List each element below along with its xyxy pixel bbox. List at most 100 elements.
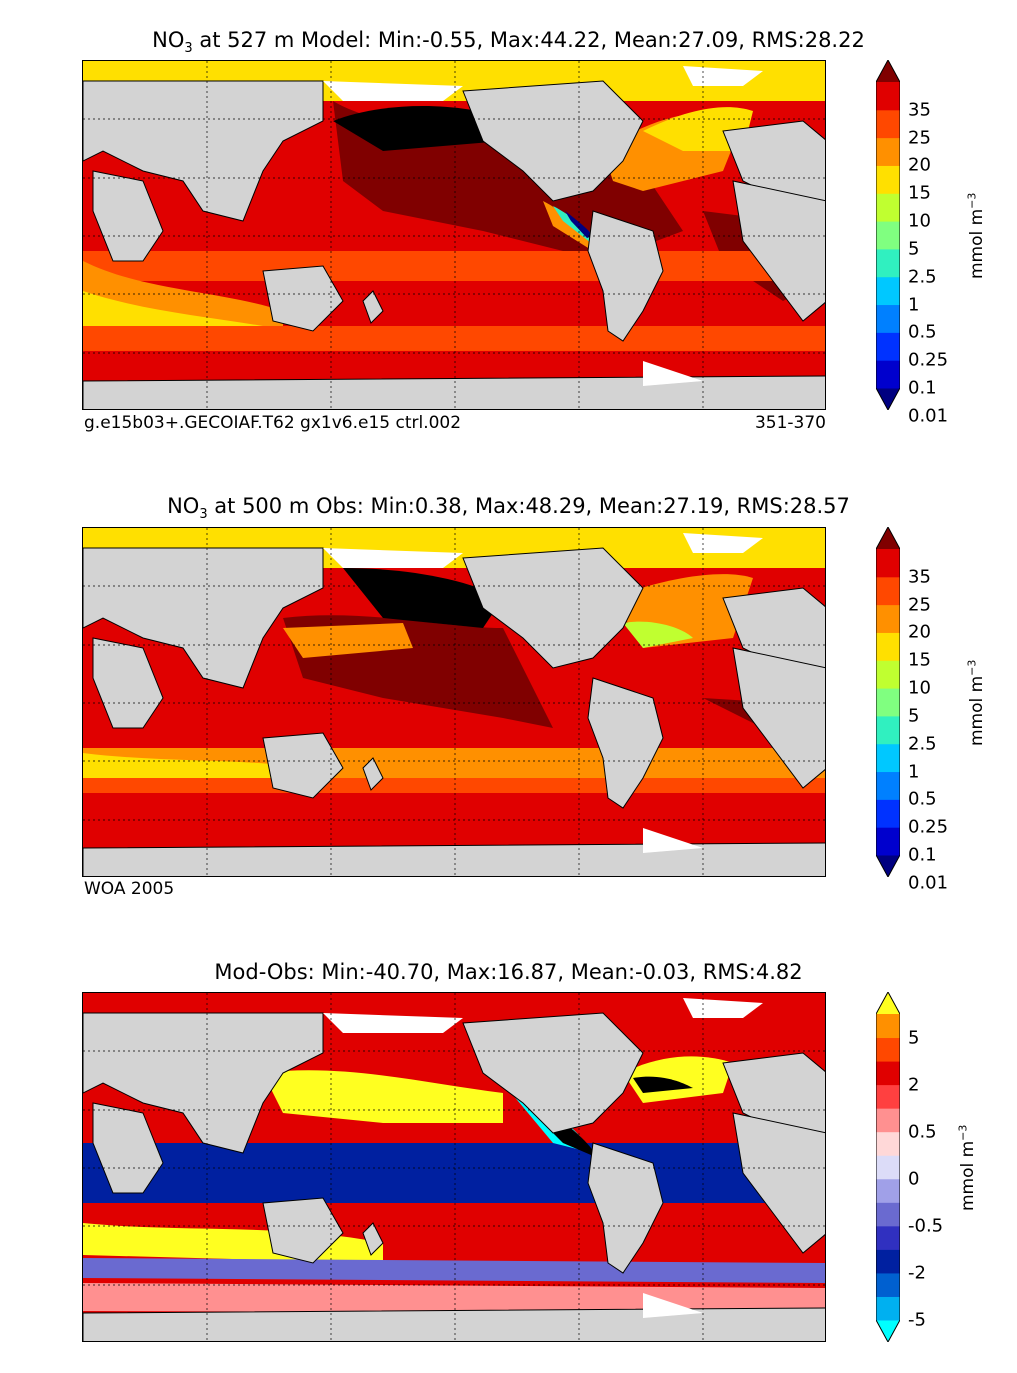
- colorbar-tick-label: 35: [908, 99, 931, 121]
- colorbar-min-extend: [876, 388, 900, 410]
- map-canvas: [83, 528, 825, 876]
- colorbar-segment: [876, 1131, 900, 1156]
- colorbar-tick-label: 0.25: [908, 349, 949, 371]
- colorbar-tick-label: 15: [908, 649, 931, 671]
- colorbar-segment: [876, 827, 900, 856]
- colorbar-segment: [876, 221, 900, 250]
- colorbar-tick-label: 20: [908, 621, 931, 643]
- panel-title: NO3 at 500 m Obs: Min:0.38, Max:48.29, M…: [167, 494, 850, 523]
- grid-lines: [83, 61, 825, 409]
- colorbar-tick-label: 2.5: [908, 733, 937, 755]
- map-canvas: [83, 993, 825, 1341]
- colorbar-segment: [876, 276, 900, 306]
- source-caption: WOA 2005: [84, 879, 175, 899]
- colorbar-tick-label: 0.25: [908, 816, 949, 838]
- colorbar-tick-label: -0.5: [908, 1215, 944, 1237]
- colorbar-tick-label: -5: [908, 1309, 926, 1331]
- colorbar-tick-label: 10: [908, 210, 931, 232]
- colorbar: [876, 527, 900, 877]
- colorbar-segment: [876, 1037, 900, 1062]
- eurasia: [83, 80, 324, 222]
- colorbar-tick-label: -2: [908, 1262, 926, 1284]
- colorbar-segment: [876, 304, 900, 333]
- colorbar-tick-label: 5: [908, 705, 920, 727]
- colorbar-segment: [876, 1272, 900, 1297]
- europe: [722, 120, 825, 212]
- map-model: [82, 60, 826, 410]
- colorbar-segment: [876, 360, 900, 389]
- pacific-max: [333, 106, 513, 151]
- colorbar-segment: [876, 1014, 900, 1039]
- colorbar-segment: [876, 109, 900, 139]
- colorbar-segment: [876, 771, 900, 800]
- unit-label: mmol m−3: [956, 1124, 979, 1212]
- colorbar-tick-label: 0.01: [908, 872, 949, 894]
- colorbar-tick-label: 25: [908, 594, 931, 616]
- colorbar-segment: [876, 1061, 900, 1086]
- colorbar-segment: [876, 715, 900, 745]
- map-difference: [82, 992, 826, 1342]
- colorbar-segment: [876, 1225, 900, 1250]
- australia: [262, 265, 344, 332]
- africa: [732, 180, 825, 322]
- colorbar-segment: [876, 1178, 900, 1203]
- colorbar-min-extend: [876, 1320, 900, 1342]
- colorbar-tick-label: 10: [908, 677, 931, 699]
- colorbar-segment: [876, 632, 900, 661]
- antarctica: [83, 375, 825, 409]
- unit-label: mmol m−3: [965, 192, 988, 280]
- colorbar-segment: [876, 137, 900, 166]
- colorbar-segment: [876, 660, 900, 689]
- colorbar-tick-label: 0.01: [908, 405, 949, 427]
- colorbar-tick-label: 0: [908, 1168, 920, 1190]
- colorbar-segment: [876, 1155, 900, 1180]
- colorbar-tick-label: 35: [908, 566, 931, 588]
- colorbar-tick-label: 2.5: [908, 266, 937, 288]
- colorbar-segment: [876, 1202, 900, 1227]
- colorbar-tick-label: 2: [908, 1074, 920, 1096]
- colorbar-tick-label: 0.5: [908, 1121, 937, 1143]
- colorbar-tick-label: 1: [908, 294, 920, 316]
- colorbar-tick-label: 1: [908, 761, 920, 783]
- colorbar-segment: [876, 193, 900, 222]
- map-obs: [82, 527, 826, 877]
- colorbar-segment: [876, 1249, 900, 1274]
- africa-west: [92, 170, 164, 262]
- colorbar-segment: [876, 549, 900, 578]
- colorbar-tick-label: 0.1: [908, 377, 937, 399]
- land-masses: [83, 80, 825, 409]
- colorbar-tick-label: 0.5: [908, 321, 937, 343]
- colorbar-segment: [876, 743, 900, 773]
- colorbar-segment: [876, 1084, 900, 1109]
- colorbar: [876, 60, 900, 410]
- colorbar-segment: [876, 688, 900, 717]
- colorbar-tick-label: 0.5: [908, 788, 937, 810]
- map-canvas: [83, 61, 825, 409]
- south-america: [587, 210, 664, 342]
- colorbar: [876, 992, 900, 1342]
- colorbar-segment: [876, 248, 900, 278]
- panel-title: NO3 at 527 m Model: Min:-0.55, Max:44.22…: [152, 28, 865, 57]
- colorbar-max-extend: [876, 527, 900, 549]
- colorbar-tick-label: 5: [908, 238, 920, 260]
- colorbar-segment: [876, 82, 900, 111]
- colorbar-min-extend: [876, 855, 900, 877]
- colorbar-segment: [876, 799, 900, 828]
- colorbar-segment: [876, 332, 900, 361]
- colorbar-tick-label: 25: [908, 127, 931, 149]
- colorbar-tick-label: 0.1: [908, 844, 937, 866]
- colorbar-segment: [876, 576, 900, 606]
- colorbar-max-extend: [876, 60, 900, 82]
- colorbar-max-extend: [876, 992, 900, 1014]
- colorbar-segment: [876, 1296, 900, 1321]
- colorbar-segment: [876, 604, 900, 633]
- colorbar-tick-label: 15: [908, 182, 931, 204]
- panel-title: Mod-Obs: Min:-40.70, Max:16.87, Mean:-0.…: [214, 960, 803, 984]
- colorbar-tick-label: 5: [908, 1027, 920, 1049]
- colorbar-tick-label: 20: [908, 154, 931, 176]
- run-caption: g.e15b03+.GECOIAF.T62 gx1v6.e15 ctrl.002: [84, 413, 462, 433]
- colorbar-segment: [876, 1108, 900, 1133]
- unit-label: mmol m−3: [965, 659, 988, 747]
- years-caption: 351-370: [754, 413, 826, 433]
- colorbar-segment: [876, 165, 900, 194]
